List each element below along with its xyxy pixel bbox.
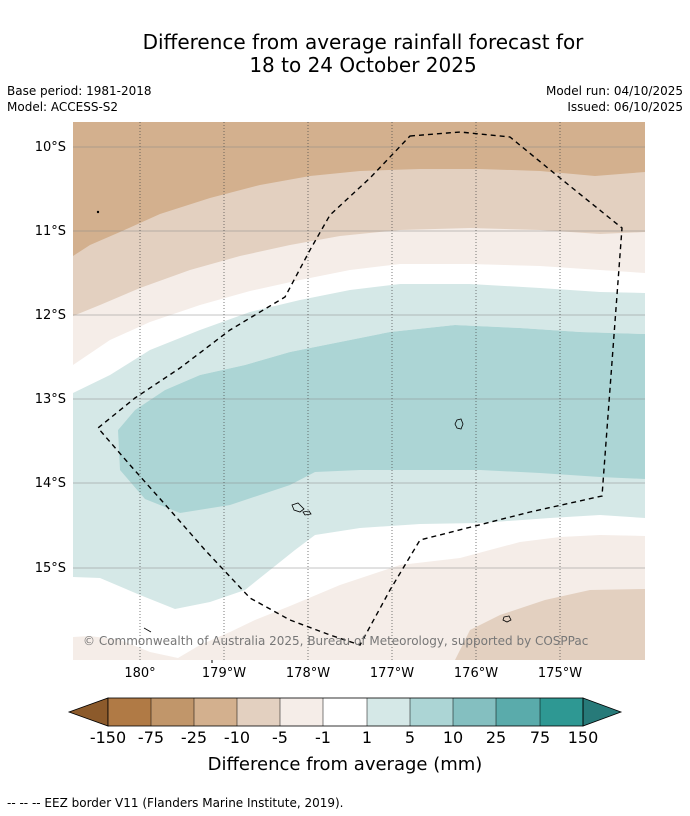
lat-label-14s: 14°S bbox=[35, 476, 66, 491]
island-small-1 bbox=[302, 510, 312, 516]
lat-label-10s: 10°S bbox=[35, 140, 66, 155]
colorbar-seg-7 bbox=[367, 698, 410, 726]
band-5-10 bbox=[73, 122, 645, 513]
graticule bbox=[73, 146, 645, 569]
island-small-2 bbox=[143, 627, 152, 633]
colorbar-extend-low bbox=[67, 697, 109, 727]
cb-tick-8: 5 bbox=[405, 728, 415, 747]
cb-tick-9: 10 bbox=[443, 728, 463, 747]
colorbar-seg-4 bbox=[237, 698, 280, 726]
band-neg10-neg5-south bbox=[455, 589, 645, 660]
colorbar-seg-9 bbox=[453, 698, 496, 726]
issued-date: Issued: 06/10/2025 bbox=[567, 100, 683, 114]
lat-label-11s: 11°S bbox=[35, 224, 66, 239]
colorbar-dividers bbox=[150, 698, 541, 726]
cb-tick-12: 150 bbox=[568, 728, 599, 747]
island-nukufetau bbox=[291, 502, 305, 513]
lon-label-176w: 176°W bbox=[454, 666, 498, 681]
meta-left: Base period: 1981-2018 Model: ACCESS-S2 bbox=[7, 83, 152, 115]
cb-tick-7: 1 bbox=[362, 728, 372, 747]
colorbar-seg-5 bbox=[280, 698, 323, 726]
colorbar-seg-8 bbox=[410, 698, 453, 726]
lon-label-175w: 175°W bbox=[538, 666, 582, 681]
colorbar: -150 -75 -25 -10 -5 -1 1 5 10 25 75 150 … bbox=[67, 697, 623, 775]
colorbar-seg-3 bbox=[194, 698, 237, 726]
colorbar-label: Difference from average (mm) bbox=[208, 754, 483, 775]
title-line-2: 18 to 24 October 2025 bbox=[249, 53, 477, 77]
cb-tick-2: -75 bbox=[138, 728, 164, 747]
cb-tick-4: -10 bbox=[224, 728, 250, 747]
cb-tick-3: -25 bbox=[181, 728, 207, 747]
islands bbox=[96, 210, 512, 633]
cb-tick-1: -150 bbox=[90, 728, 126, 747]
colorbar-extend-high bbox=[582, 697, 623, 727]
lon-label-178w: 178°W bbox=[286, 666, 330, 681]
colorbar-seg-1 bbox=[108, 698, 151, 726]
cb-tick-5: -5 bbox=[272, 728, 288, 747]
cb-tick-11: 75 bbox=[530, 728, 550, 747]
cb-tick-10: 25 bbox=[486, 728, 506, 747]
lon-label-180: 180° bbox=[124, 666, 155, 681]
colorbar-seg-6 bbox=[323, 698, 367, 726]
lat-labels: 10°S 11°S 12°S 13°S 14°S 15°S bbox=[35, 140, 66, 576]
band-neg25-neg10-north bbox=[73, 122, 645, 256]
lat-label-13s: 13°S bbox=[35, 392, 66, 407]
cb-tick-6: -1 bbox=[315, 728, 331, 747]
colorbar-seg-2 bbox=[151, 698, 194, 726]
colorbar-seg-10 bbox=[496, 698, 540, 726]
copyright-text: © Commonwealth of Australia 2025, Bureau… bbox=[83, 634, 588, 648]
title-line-1: Difference from average rainfall forecas… bbox=[142, 30, 584, 54]
map-title: Difference from average rainfall forecas… bbox=[0, 31, 690, 77]
island-nukulaelae bbox=[502, 615, 512, 623]
colorbar-seg-11 bbox=[540, 698, 583, 726]
island-dot bbox=[96, 210, 100, 214]
eez-legend: -- -- -- EEZ border V11 (Flanders Marine… bbox=[7, 796, 344, 810]
lat-label-12s: 12°S bbox=[35, 308, 66, 323]
lon-label-179w: 179°W bbox=[202, 666, 246, 681]
colorbar-ticks: -150 -75 -25 -10 -5 -1 1 5 10 25 75 150 bbox=[90, 728, 598, 747]
lat-label-15s: 15°S bbox=[35, 561, 66, 576]
lon-labels: 180° 179°W 178°W 177°W 176°W 175°W bbox=[124, 666, 582, 681]
rainfall-map: © Commonwealth of Australia 2025, Bureau… bbox=[73, 122, 645, 660]
meta-right: Model run: 04/10/2025 Issued: 06/10/2025 bbox=[546, 83, 683, 115]
lon-label-177w: 177°W bbox=[370, 666, 414, 681]
island-funafuti bbox=[454, 418, 464, 430]
model-run: Model run: 04/10/2025 bbox=[545, 84, 683, 98]
base-period: Base period: 1981-2018 bbox=[7, 84, 152, 98]
model-name: Model: ACCESS-S2 bbox=[7, 100, 119, 114]
eez-border bbox=[96, 131, 623, 646]
colorbar-outline bbox=[107, 697, 584, 727]
